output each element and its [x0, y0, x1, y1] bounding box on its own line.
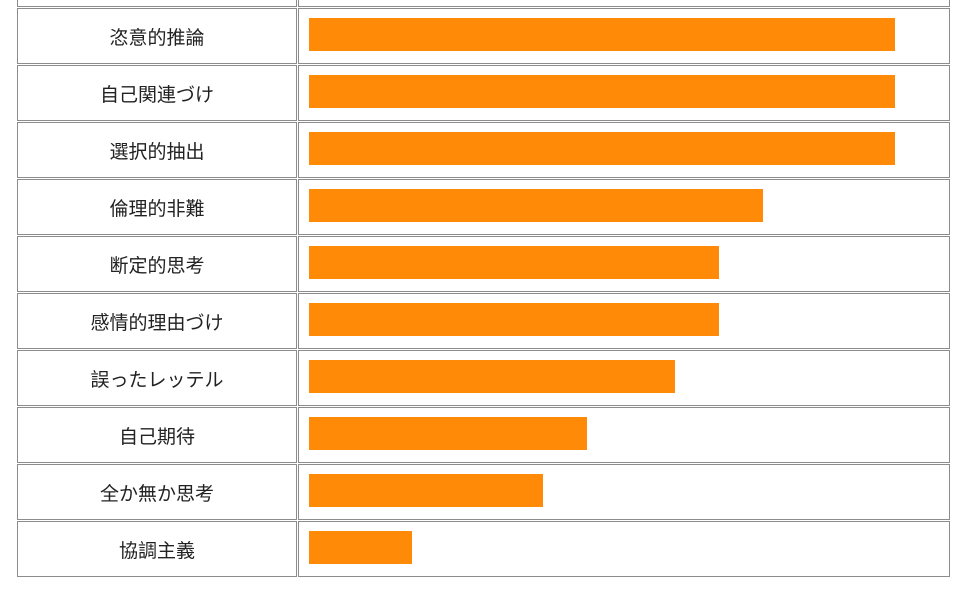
category-label: 協調主義 — [17, 521, 297, 577]
category-label: 自己期待 — [17, 407, 297, 463]
category-label: 全か無か思考 — [17, 464, 297, 520]
bar — [309, 18, 895, 51]
bar — [309, 360, 675, 393]
category-label: 自己関連づけ — [17, 65, 297, 121]
category-label: 断定的思考 — [17, 236, 297, 292]
bar-cell — [298, 0, 950, 7]
bar — [309, 246, 719, 279]
bar — [309, 132, 895, 165]
category-label: 選択的抽出 — [17, 122, 297, 178]
category-label: 誤ったレッテル — [17, 350, 297, 406]
bar — [309, 531, 412, 564]
category-label: 恣意的推論 — [17, 8, 297, 64]
bar — [309, 303, 719, 336]
bar — [309, 189, 763, 222]
bar — [309, 474, 543, 507]
category-label: 倫理的非難 — [17, 179, 297, 235]
bar — [309, 75, 895, 108]
bar — [309, 417, 587, 450]
category-label — [17, 0, 297, 7]
category-label: 感情的理由づけ — [17, 293, 297, 349]
